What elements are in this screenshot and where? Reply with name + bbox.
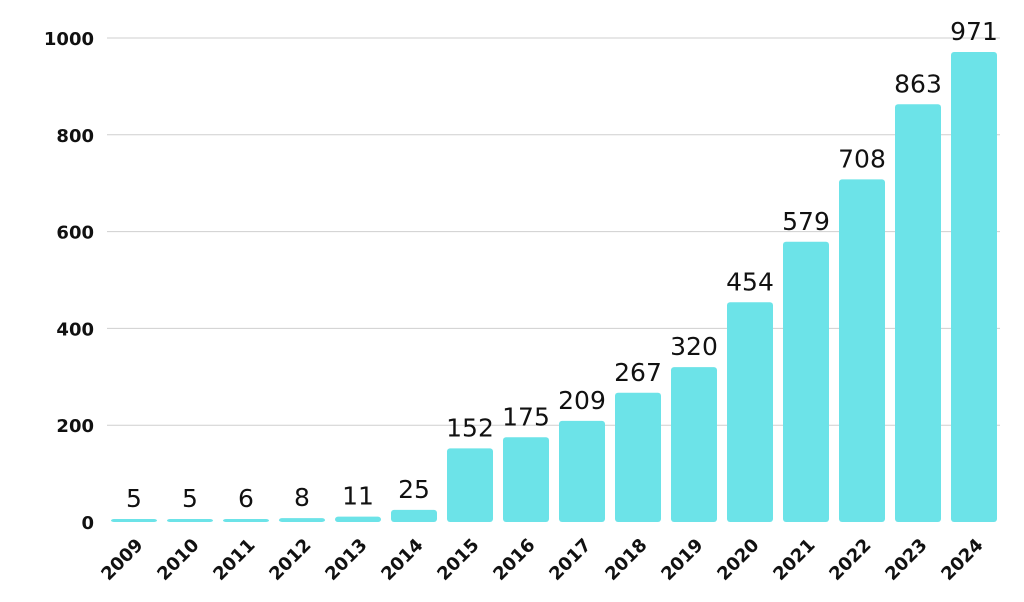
x-tick-label-2009: 2009 [97, 535, 147, 585]
bar-2023 [895, 104, 941, 523]
data-label-2013: 11 [342, 482, 374, 511]
data-label-2017: 209 [558, 386, 606, 415]
x-tick-label-2014: 2014 [377, 535, 427, 585]
bar-2019 [671, 367, 717, 522]
data-label-2024: 971 [950, 17, 998, 46]
x-tick-label-2016: 2016 [489, 535, 539, 585]
bar-2013 [335, 516, 381, 522]
x-tick-label-2022: 2022 [825, 535, 875, 585]
y-axis-tick-labels: 0 200 400 600 800 1000 [44, 29, 94, 534]
bar-2018 [615, 392, 661, 522]
data-label-2011: 6 [238, 484, 254, 513]
x-tick-label-2011: 2011 [209, 535, 259, 585]
y-tick-label-800: 800 [56, 126, 94, 147]
y-tick-label-200: 200 [56, 416, 94, 437]
data-label-2010: 5 [182, 484, 198, 513]
data-label-2020: 454 [726, 267, 774, 296]
bar-2014 [391, 509, 437, 522]
x-tick-label-2021: 2021 [769, 535, 819, 585]
x-tick-label-2010: 2010 [153, 535, 203, 585]
x-tick-label-2019: 2019 [657, 535, 707, 585]
x-axis-tick-labels: 2009 2010 2011 2012 2013 2014 2015 2016 2017 2018… [97, 535, 987, 585]
bar-2024 [951, 52, 997, 522]
bar-2022 [839, 179, 885, 522]
bars [111, 52, 997, 523]
bar-2021 [783, 241, 829, 522]
x-tick-label-2020: 2020 [713, 535, 763, 585]
data-label-2022: 708 [838, 144, 886, 173]
data-label-2016: 175 [502, 402, 550, 431]
bar-2010 [167, 519, 213, 522]
data-labels: 5 5 6 8 11 25 152 175 209 267 320 454 579 708 863 971 [126, 17, 998, 513]
bar-2020 [727, 302, 773, 522]
x-tick-label-2012: 2012 [265, 535, 315, 585]
y-tick-label-1000: 1000 [44, 29, 94, 50]
bar-2012 [279, 518, 325, 522]
x-tick-label-2015: 2015 [433, 535, 483, 585]
y-tick-label-400: 400 [56, 319, 94, 340]
x-tick-label-2024: 2024 [937, 535, 987, 585]
data-label-2018: 267 [614, 358, 662, 387]
bar-2016 [503, 437, 549, 522]
data-label-2023: 863 [894, 69, 942, 98]
x-tick-label-2023: 2023 [881, 535, 931, 585]
data-label-2009: 5 [126, 484, 142, 513]
data-label-2021: 579 [782, 207, 830, 236]
x-tick-label-2018: 2018 [601, 535, 651, 585]
y-tick-label-0: 0 [81, 513, 94, 534]
bar-2009 [111, 519, 157, 522]
data-label-2014: 25 [398, 475, 430, 504]
y-tick-label-600: 600 [56, 223, 94, 244]
x-tick-label-2017: 2017 [545, 535, 595, 585]
x-tick-label-2013: 2013 [321, 535, 371, 585]
bar-2017 [559, 420, 605, 522]
data-label-2012: 8 [294, 483, 310, 512]
bar-2015 [447, 448, 493, 522]
data-label-2019: 320 [670, 332, 718, 361]
bar-2011 [223, 519, 269, 522]
data-label-2015: 152 [446, 413, 494, 442]
